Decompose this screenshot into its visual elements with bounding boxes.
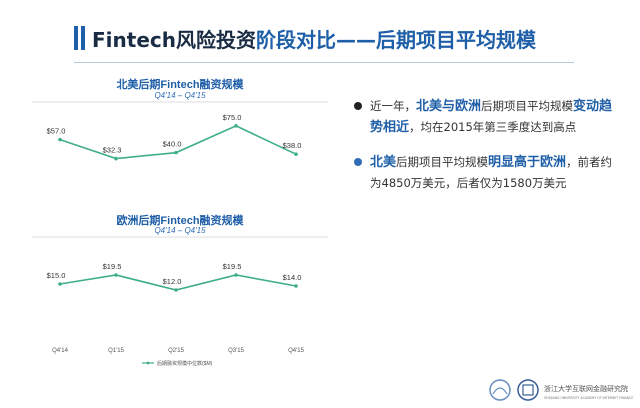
bullet-fragment: 近一年， [370,99,416,113]
chart-subtitle: Q4'14 – Q4'15 [154,91,206,100]
bullet-text: 近一年，北美与欧洲后期项目平均规模变动趋势相近，均在2015年第三季度达到高点 [370,99,613,135]
bullet-fragment: 后期项目平均规模 [481,99,574,113]
data-label: $32.3 [103,146,122,155]
legend-label: 后期融资规模中位数($M) [157,360,213,367]
bullet-dot-icon [354,158,362,166]
bullet-dot-icon [354,102,362,110]
legend-marker [146,361,150,365]
data-point [114,273,118,277]
data-point [114,156,118,161]
footer-logo-subtext: ZHEJIANG UNIVERSITY ACADEMY OF INTERNET … [544,396,633,400]
bullet-fragment: ，前者约为4850万美元，后者仅为1580万美元 [370,155,613,190]
data-label: $40.0 [163,140,182,149]
bullet-emphasis: 变动趋势相近 [370,99,613,135]
x-tick-label: Q4'14 [52,348,68,354]
footer-logo: 浙江大学互联网金融研究院 ZHEJIANG UNIVERSITY ACADEMY… [488,376,638,404]
title-divider [74,62,574,63]
data-point [294,284,298,288]
institute-emblem-icon [517,379,539,401]
slide-title-accent: 阶段对比——后期项目平均规模 [255,28,536,52]
data-label: $15.0 [47,271,66,280]
bullet-text: 北美后期项目平均规模明显高于欧洲，前者约为4850万美元，后者仅为1580万美元 [370,155,612,190]
data-label: $19.5 [223,262,242,271]
bullet-item: 北美后期项目平均规模明显高于欧洲，前者约为4850万美元，后者仅为1580万美元 [352,152,622,194]
data-point [234,273,238,277]
bullet-emphasis: 明显高于欧洲 [488,155,567,170]
data-point [174,288,178,292]
data-point [234,124,238,128]
bullet-emphasis: 北美与欧洲 [416,99,482,114]
bullet-emphasis: 北美 [370,155,397,170]
chart-title: 北美后期Fintech融资规模 [116,78,244,91]
data-point [58,137,62,142]
x-tick-label: Q3'15 [228,348,244,354]
data-point [174,150,178,155]
slide-title-main: Fintech风险投资 [92,28,256,52]
chart-subtitle: Q4'14 – Q4'15 [154,226,206,235]
footer-logo-text: 浙江大学互联网金融研究院 [544,384,628,393]
charts-area: 北美后期Fintech融资规模 Q4'14 – Q4'15 $57.0 $32.3 $4… [30,78,330,388]
bullet-list: 近一年，北美与欧洲后期项目平均规模变动趋势相近，均在2015年第三季度达到高点 … [352,96,622,208]
data-label: $14.0 [283,273,302,282]
data-label: $57.0 [47,127,66,136]
data-point [58,282,62,286]
bullet-fragment: ，均在2015年第三季度达到高点 [409,120,577,134]
data-point [294,152,298,156]
slide-title: Fintech风险投资阶段对比——后期项目平均规模 [92,24,536,53]
bullet-fragment: 后期项目平均规模 [396,155,489,169]
university-seal-icon [489,379,511,401]
chart-title: 欧洲后期Fintech融资规模 [116,213,244,227]
data-label: $19.5 [103,262,122,271]
data-label: $38.0 [283,141,302,150]
x-tick-label: Q4'15 [288,348,304,354]
x-tick-label: Q2'15 [168,348,184,354]
bullet-item: 近一年，北美与欧洲后期项目平均规模变动趋势相近，均在2015年第三季度达到高点 [352,96,622,138]
data-label: $12.0 [163,277,182,286]
slide-header: Fintech风险投资阶段对比——后期项目平均规模 [0,16,640,64]
data-label: $75.0 [223,113,242,122]
x-tick-label: Q1'15 [108,348,124,354]
